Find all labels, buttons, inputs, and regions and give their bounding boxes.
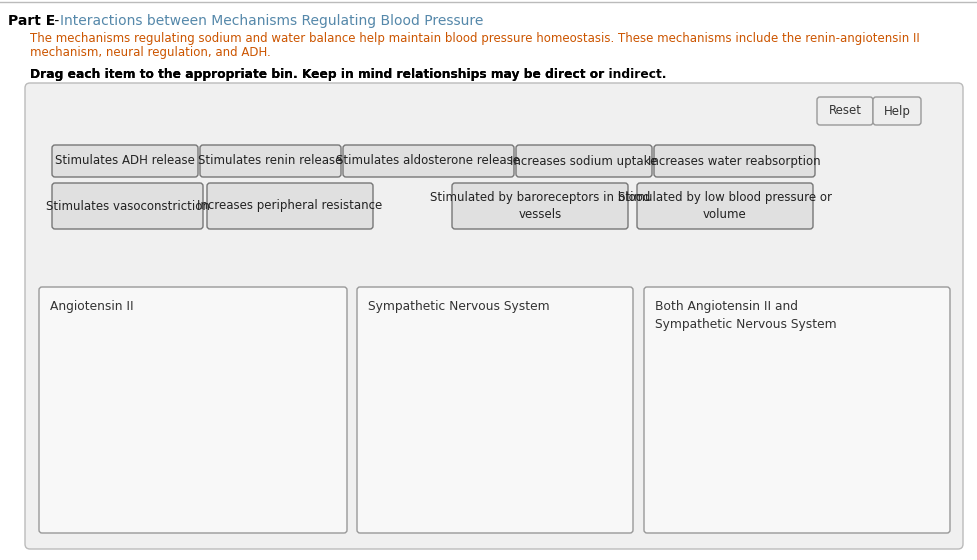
FancyBboxPatch shape — [643, 287, 949, 533]
FancyBboxPatch shape — [451, 183, 627, 229]
FancyBboxPatch shape — [654, 145, 814, 177]
FancyBboxPatch shape — [816, 97, 872, 125]
Text: Angiotensin II: Angiotensin II — [50, 300, 134, 313]
FancyBboxPatch shape — [199, 145, 341, 177]
Text: mechanism, neural regulation, and ADH.: mechanism, neural regulation, and ADH. — [30, 46, 271, 59]
FancyBboxPatch shape — [39, 287, 347, 533]
FancyBboxPatch shape — [357, 287, 632, 533]
Text: Stimulates ADH release: Stimulates ADH release — [55, 155, 194, 167]
Text: Part E: Part E — [8, 14, 55, 28]
FancyBboxPatch shape — [872, 97, 920, 125]
Text: Stimulated by low blood pressure or
volume: Stimulated by low blood pressure or volu… — [617, 192, 831, 221]
Text: The mechanisms regulating sodium and water balance help maintain blood pressure : The mechanisms regulating sodium and wat… — [30, 32, 918, 45]
Text: Increases peripheral resistance: Increases peripheral resistance — [197, 199, 382, 212]
Text: Stimulates vasoconstriction: Stimulates vasoconstriction — [46, 199, 209, 212]
FancyBboxPatch shape — [636, 183, 812, 229]
Text: Reset: Reset — [828, 105, 861, 118]
Text: Drag each item to the appropriate bin. Keep in mind relationships may be direct : Drag each item to the appropriate bin. K… — [30, 68, 665, 81]
FancyBboxPatch shape — [25, 83, 962, 549]
Text: -: - — [50, 14, 64, 28]
FancyBboxPatch shape — [516, 145, 652, 177]
Text: Increases sodium uptake: Increases sodium uptake — [510, 155, 657, 167]
Text: Stimulated by baroreceptors in blood
vessels: Stimulated by baroreceptors in blood ves… — [429, 192, 650, 221]
Text: Both Angiotensin II and
Sympathetic Nervous System: Both Angiotensin II and Sympathetic Nerv… — [655, 300, 835, 331]
FancyBboxPatch shape — [207, 183, 372, 229]
Text: Help: Help — [882, 105, 910, 118]
FancyBboxPatch shape — [343, 145, 514, 177]
Text: Stimulates renin release: Stimulates renin release — [198, 155, 342, 167]
Text: Increases water reabsorption: Increases water reabsorption — [648, 155, 820, 167]
Text: Interactions between Mechanisms Regulating Blood Pressure: Interactions between Mechanisms Regulati… — [60, 14, 483, 28]
Text: Sympathetic Nervous System: Sympathetic Nervous System — [367, 300, 549, 313]
FancyBboxPatch shape — [52, 145, 197, 177]
FancyBboxPatch shape — [52, 183, 203, 229]
Text: Stimulates aldosterone release: Stimulates aldosterone release — [336, 155, 520, 167]
Text: Drag each item to the appropriate bin. Keep in mind relationships may be direct : Drag each item to the appropriate bin. K… — [30, 68, 608, 81]
